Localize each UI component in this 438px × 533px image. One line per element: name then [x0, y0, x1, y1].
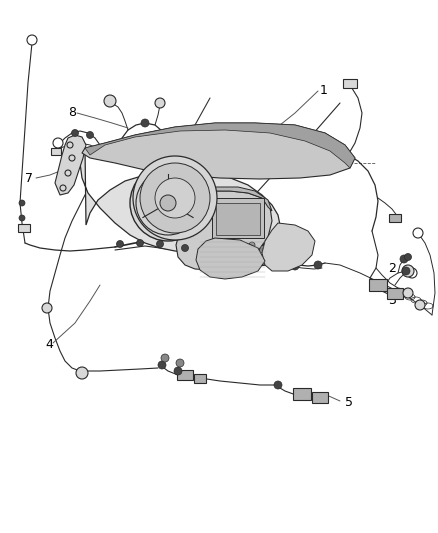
Text: 3: 3: [388, 295, 396, 308]
Circle shape: [156, 240, 163, 247]
Circle shape: [274, 381, 282, 389]
Text: 7: 7: [25, 172, 33, 184]
Circle shape: [19, 200, 25, 206]
Polygon shape: [80, 148, 280, 253]
Circle shape: [403, 288, 413, 298]
Bar: [260, 222, 270, 229]
Circle shape: [117, 240, 124, 247]
Bar: [253, 245, 263, 252]
Circle shape: [67, 142, 73, 148]
Circle shape: [140, 163, 210, 233]
Bar: [312, 392, 328, 402]
Circle shape: [243, 213, 253, 223]
Circle shape: [211, 237, 219, 245]
Bar: [194, 374, 206, 383]
Polygon shape: [196, 238, 265, 279]
Circle shape: [60, 185, 66, 191]
Bar: [216, 203, 260, 235]
Circle shape: [177, 244, 184, 251]
Bar: [293, 388, 311, 400]
Circle shape: [413, 228, 423, 238]
Bar: [177, 370, 193, 380]
Circle shape: [141, 119, 149, 127]
Circle shape: [210, 242, 216, 248]
Circle shape: [158, 361, 166, 369]
Circle shape: [155, 178, 195, 218]
Bar: [212, 198, 264, 238]
Bar: [343, 78, 357, 87]
Text: 8: 8: [68, 107, 76, 119]
Circle shape: [405, 254, 411, 261]
Text: 2: 2: [388, 262, 396, 274]
Bar: [389, 214, 401, 222]
Circle shape: [249, 242, 255, 248]
Circle shape: [53, 138, 63, 148]
Circle shape: [76, 367, 88, 379]
Polygon shape: [55, 135, 86, 195]
Circle shape: [213, 186, 223, 196]
Circle shape: [291, 262, 299, 270]
Circle shape: [137, 239, 144, 246]
Circle shape: [251, 247, 259, 255]
Circle shape: [402, 267, 410, 275]
Bar: [18, 224, 30, 232]
Circle shape: [130, 165, 206, 241]
Circle shape: [102, 144, 110, 151]
Text: 5: 5: [345, 397, 353, 409]
Bar: [387, 287, 403, 298]
Circle shape: [71, 130, 78, 136]
Polygon shape: [195, 187, 272, 211]
Circle shape: [400, 255, 408, 263]
Circle shape: [181, 245, 188, 252]
Circle shape: [196, 239, 204, 247]
Circle shape: [69, 155, 75, 161]
Circle shape: [415, 300, 425, 310]
Circle shape: [42, 303, 52, 313]
Circle shape: [402, 265, 414, 277]
Circle shape: [407, 268, 417, 278]
Circle shape: [155, 98, 165, 108]
Polygon shape: [82, 123, 355, 179]
Circle shape: [160, 195, 176, 211]
Circle shape: [161, 354, 169, 362]
Circle shape: [133, 156, 217, 240]
Circle shape: [27, 35, 37, 45]
Circle shape: [229, 242, 235, 248]
Bar: [51, 148, 61, 155]
Circle shape: [235, 202, 245, 212]
Circle shape: [86, 132, 93, 139]
Text: 4: 4: [45, 338, 53, 351]
Circle shape: [174, 367, 182, 375]
Circle shape: [19, 215, 25, 221]
Circle shape: [104, 95, 116, 107]
Polygon shape: [176, 191, 272, 270]
Circle shape: [176, 359, 184, 367]
Text: 1: 1: [320, 85, 328, 98]
Circle shape: [314, 261, 322, 269]
Circle shape: [220, 244, 228, 252]
Polygon shape: [262, 223, 315, 271]
Polygon shape: [85, 123, 355, 168]
Circle shape: [65, 170, 71, 176]
Bar: [369, 279, 387, 291]
